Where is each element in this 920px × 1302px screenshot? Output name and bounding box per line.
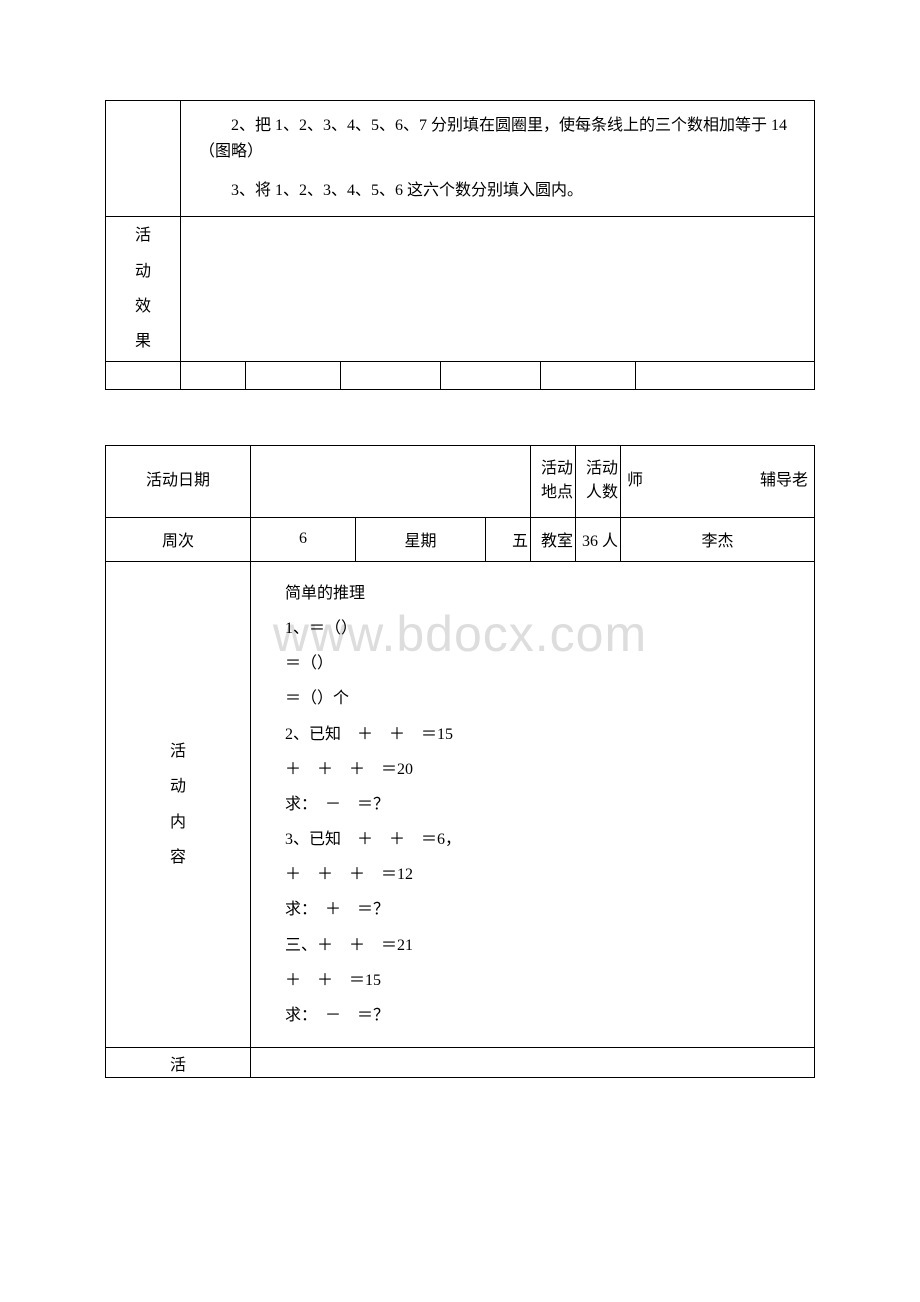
people-value: 36 人 xyxy=(576,517,621,561)
teacher-value: 李杰 xyxy=(621,517,815,561)
tutor-fudaolao: 辅导老 xyxy=(760,469,814,493)
line-9: 求： ＋ ＝？ xyxy=(285,892,796,927)
day-label: 星期 xyxy=(356,517,486,561)
line-10: 三、＋ ＋ ＝21 xyxy=(285,928,796,963)
line-4: 2、已知 ＋ ＋ ＝15 xyxy=(285,717,796,752)
activity-date-value-empty xyxy=(251,445,531,517)
t2-data-row: 周次 6 星期 五 教室 36 人 李杰 xyxy=(106,517,815,561)
char-guo: 果 xyxy=(135,324,151,359)
char2-rong: 容 xyxy=(170,840,186,875)
char2-huo: 活 xyxy=(170,734,186,769)
line-11: ＋ ＋ ＝15 xyxy=(285,963,796,998)
tutor-shi: 师 xyxy=(627,472,643,489)
table-one: 2、把 1、2、3、4、5、6、7 分别填在圆圈里，使每条线上的三个数相加等于 … xyxy=(105,100,815,390)
activity-content-body: 简单的推理 1、＝（） ＝（） ＝（）个 2、已知 ＋ ＋ ＝15 ＋ ＋ ＋ … xyxy=(251,561,815,1047)
activity-place-label: 活动地点 xyxy=(531,445,576,517)
day-value: 五 xyxy=(486,517,531,561)
line-2: ＝（） xyxy=(285,646,796,681)
t1-r3c6 xyxy=(541,361,636,389)
char-xiao: 效 xyxy=(135,289,151,324)
line-1: 1、＝（） xyxy=(285,611,796,646)
char2-dong: 动 xyxy=(170,769,186,804)
t1-r3c1 xyxy=(106,361,181,389)
activity-people-label: 活动人数 xyxy=(576,445,621,517)
line-6: 求： － ＝？ xyxy=(285,787,796,822)
t1-r3c3 xyxy=(246,361,341,389)
t1-r3c4 xyxy=(341,361,441,389)
activity-content-label: 活 动 内 容 xyxy=(106,561,251,1047)
line-5: ＋ ＋ ＋ ＝20 xyxy=(285,752,796,787)
vertical-label-2: 活 动 内 容 xyxy=(170,734,186,875)
tutor-label: 师 辅导老 xyxy=(621,445,815,517)
t2-content-row: 活 动 内 容 简单的推理 1、＝（） ＝（） ＝（）个 2、已知 ＋ ＋ ＝1… xyxy=(106,561,815,1047)
activity-date-label: 活动日期 xyxy=(106,445,251,517)
line-12: 求： － ＝？ xyxy=(285,998,796,1033)
char-huo: 活 xyxy=(135,218,151,253)
line-8: ＋ ＋ ＋ ＝12 xyxy=(285,857,796,892)
t1-row2: 活 动 效 果 xyxy=(106,216,815,361)
char2-nei: 内 xyxy=(170,805,186,840)
table-two: 活动日期 活动地点 活动人数 师 辅导老 周次 6 星期 五 教室 36 人 李杰… xyxy=(105,445,815,1078)
t1-activity-effect-label: 活 动 效 果 xyxy=(106,216,181,361)
problem-text-2: 2、把 1、2、3、4、5、6、7 分别填在圆圈里，使每条线上的三个数相加等于 … xyxy=(199,113,796,164)
t1-r3c2 xyxy=(181,361,246,389)
place-value: 教室 xyxy=(531,517,576,561)
t1-effect-content-empty xyxy=(181,216,815,361)
vertical-label: 活 动 效 果 xyxy=(135,218,151,359)
last-row-empty xyxy=(251,1048,815,1078)
t2-last-row: 活 xyxy=(106,1048,815,1078)
t1-row3 xyxy=(106,361,815,389)
line-0: 简单的推理 xyxy=(285,576,796,611)
week-label: 周次 xyxy=(106,517,251,561)
problem-text-3: 3、将 1、2、3、4、5、6 这六个数分别填入圆内。 xyxy=(199,178,796,204)
line-3: ＝（）个 xyxy=(285,681,796,716)
week-value: 6 xyxy=(251,517,356,561)
t1-problems-cell: 2、把 1、2、3、4、5、6、7 分别填在圆圈里，使每条线上的三个数相加等于 … xyxy=(181,101,815,217)
line-7: 3、已知 ＋ ＋ ＝6， xyxy=(285,822,796,857)
t2-header-row: 活动日期 活动地点 活动人数 师 辅导老 xyxy=(106,445,815,517)
last-row-label: 活 xyxy=(106,1048,251,1078)
t1-r3c7 xyxy=(636,361,815,389)
t1-row1: 2、把 1、2、3、4、5、6、7 分别填在圆圈里，使每条线上的三个数相加等于 … xyxy=(106,101,815,217)
t1-r3c5 xyxy=(441,361,541,389)
char-dong: 动 xyxy=(135,254,151,289)
t1-r1c1-empty xyxy=(106,101,181,217)
